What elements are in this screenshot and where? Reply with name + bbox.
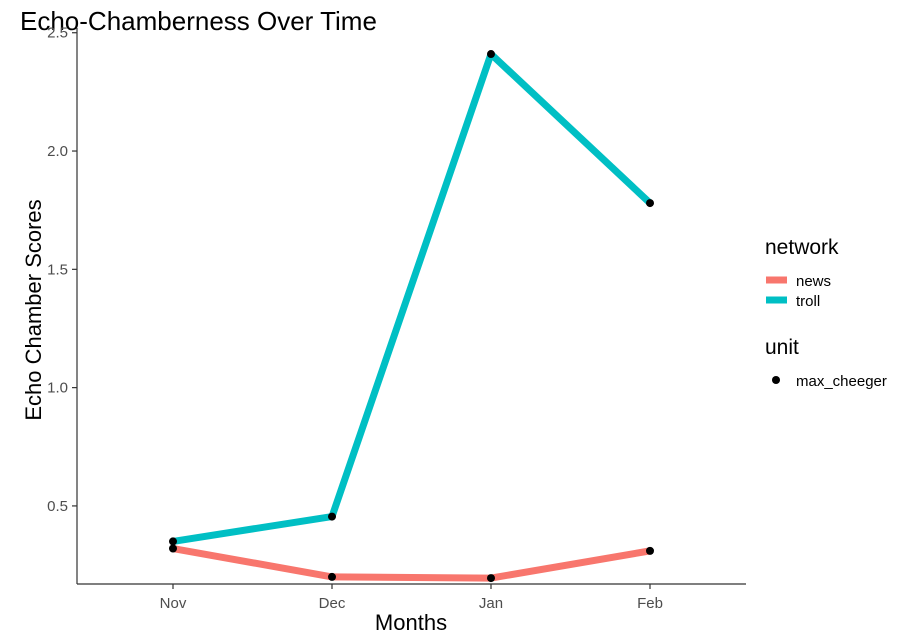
legend: network news troll unit max_cheeger bbox=[765, 236, 887, 390]
data-point-news bbox=[328, 572, 336, 581]
plot-area: 0.5 1.0 1.5 2.0 2.5 Nov Dec Jan Feb bbox=[47, 25, 746, 612]
y-tick-label: 1.5 bbox=[47, 261, 68, 278]
data-point-troll bbox=[487, 50, 495, 59]
legend-label-troll: troll bbox=[796, 293, 820, 310]
x-tick-label: Dec bbox=[319, 595, 346, 612]
chart-title: Echo-Chamberness Over Time bbox=[20, 6, 377, 36]
x-tick-label: Feb bbox=[637, 595, 663, 612]
x-axis-label: Months bbox=[375, 610, 447, 632]
data-point-news bbox=[646, 546, 654, 555]
data-point-news bbox=[487, 574, 495, 583]
y-tick-label: 0.5 bbox=[47, 498, 68, 515]
series-points bbox=[169, 50, 654, 583]
legend-label-news: news bbox=[796, 273, 831, 290]
data-point-troll bbox=[169, 537, 177, 546]
x-ticks: Nov Dec Jan Feb bbox=[160, 584, 663, 612]
legend-title-network: network bbox=[765, 236, 839, 259]
legend-label-max-cheeger: max_cheeger bbox=[796, 373, 887, 390]
y-tick-label: 2.0 bbox=[47, 143, 68, 160]
legend-color-keys: news troll bbox=[766, 273, 831, 310]
y-tick-label: 1.0 bbox=[47, 380, 68, 397]
y-axis-label: Echo Chamber Scores bbox=[21, 199, 46, 420]
data-point-troll bbox=[646, 199, 654, 208]
series-line-news bbox=[172, 545, 651, 582]
legend-title-unit: unit bbox=[765, 336, 799, 359]
legend-point-key bbox=[772, 376, 780, 384]
y-tick-label: 2.5 bbox=[47, 25, 68, 42]
series-line-troll bbox=[172, 50, 653, 545]
y-ticks: 0.5 1.0 1.5 2.0 2.5 bbox=[47, 25, 77, 515]
x-tick-label: Jan bbox=[479, 595, 503, 612]
data-point-troll bbox=[328, 512, 336, 521]
x-tick-label: Nov bbox=[160, 595, 187, 612]
data-point-news bbox=[169, 544, 177, 553]
series-lines bbox=[172, 50, 653, 582]
